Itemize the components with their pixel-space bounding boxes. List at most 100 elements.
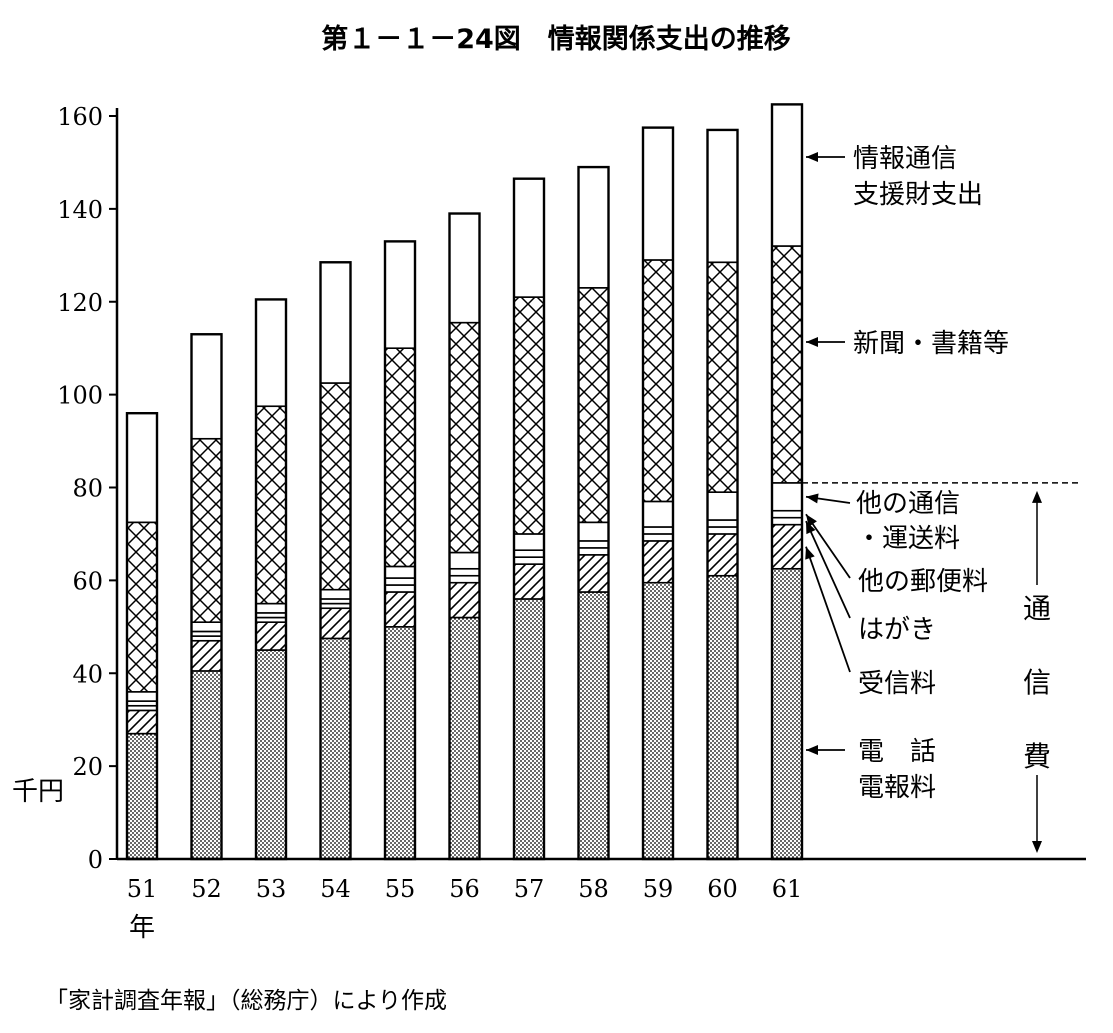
x-tick-label: 54 <box>320 875 351 903</box>
bar-segment-other-transport <box>319 588 352 600</box>
bar-segment-other-transport <box>255 602 287 614</box>
bar-segment-phone <box>126 732 158 860</box>
x-tick-label: 61 <box>772 875 803 903</box>
bar-segment-reception <box>642 540 674 584</box>
x-tick-label: 57 <box>514 875 545 903</box>
bar-segment-reception <box>255 621 287 651</box>
arrow-head <box>805 546 815 560</box>
bar-segment-postal <box>706 519 739 528</box>
label-reception: 受信料 <box>858 669 936 699</box>
y-tick-label: 40 <box>72 660 103 688</box>
bar-segment-news-books <box>190 437 223 623</box>
bar-57 <box>512 177 546 861</box>
bar-segment-phone <box>706 574 739 860</box>
bar-segment-postal <box>513 549 545 558</box>
pointer-postcard <box>805 520 851 619</box>
bar-segment-info-equipment <box>642 126 674 261</box>
bars <box>125 103 804 861</box>
bar-segment-news-books <box>642 259 674 503</box>
bar-segment-other-transport <box>190 621 223 633</box>
arrow-head <box>1032 490 1042 503</box>
label-info-equipment: 支援財支出 <box>853 180 983 210</box>
arrow-head <box>806 493 819 504</box>
arrow-head <box>806 521 816 535</box>
bar-segment-info-equipment <box>255 298 287 408</box>
pointer-postal <box>805 513 851 579</box>
label-communication-expense: 信 <box>1023 666 1051 699</box>
bar-segment-reception <box>448 581 481 619</box>
bar-segment-reception <box>384 591 416 628</box>
bar-segment-other-transport <box>577 521 610 542</box>
bar-segment-phone <box>577 591 610 860</box>
arrow-head <box>806 337 818 347</box>
bar-segment-info-equipment <box>577 166 610 289</box>
bar-51 <box>125 412 159 861</box>
bar-segment-news-books <box>126 521 158 693</box>
x-tick-label: 51 <box>127 875 158 903</box>
bar-segment-news-books <box>384 347 416 568</box>
bar-segment-postal <box>642 526 674 535</box>
chart-title: 第１－１－24図 情報関係支出の推移 <box>321 23 791 55</box>
bar-61 <box>770 103 804 861</box>
y-tick-label: 160 <box>57 103 103 131</box>
bar-52 <box>190 333 223 861</box>
label-news-books: 新聞・書籍等 <box>853 329 1009 359</box>
bar-segment-news-books <box>448 321 481 554</box>
bar-53 <box>254 298 288 861</box>
bar-56 <box>448 212 481 861</box>
bar-segment-other-transport <box>706 491 739 521</box>
bar-segment-postal <box>384 577 416 586</box>
bar-segment-reception <box>706 533 739 577</box>
bar-55 <box>383 240 417 861</box>
bar-segment-info-equipment <box>190 333 223 440</box>
label-other-transport: 他の通信 <box>856 489 960 519</box>
bar-segment-news-books <box>706 261 739 493</box>
bar-segment-phone <box>642 581 674 860</box>
bar-segment-phone <box>513 598 545 860</box>
bar-segment-phone <box>771 567 803 860</box>
bar-segment-other-transport <box>513 533 545 551</box>
bar-segment-phone <box>190 670 223 860</box>
x-tick-label: 55 <box>385 875 416 903</box>
source-note: 「家計調査年報」（総務庁）により作成 <box>45 988 447 1014</box>
bar-segment-reception <box>577 554 610 593</box>
bar-segment-postcard <box>577 547 610 556</box>
bar-54 <box>319 261 352 861</box>
bar-segment-phone <box>319 637 352 860</box>
bar-segment-postal <box>577 540 610 549</box>
bar-segment-reception <box>319 607 352 640</box>
bar-segment-news-books <box>255 405 287 605</box>
label-postcard: はがき <box>858 615 936 645</box>
label-other-transport: ・運送料 <box>856 524 960 554</box>
bar-segment-phone <box>255 649 287 860</box>
x-tick-label: 59 <box>643 875 674 903</box>
bar-segment-postal <box>448 567 481 577</box>
y-axis: 0 20 40 60 80 100 120 140 160 <box>57 103 119 874</box>
bar-segment-reception <box>126 709 158 735</box>
bar-segment-info-equipment <box>448 212 481 324</box>
bar-segment-other-transport <box>126 691 158 702</box>
y-tick-label: 60 <box>72 567 103 595</box>
bar-segment-info-equipment <box>319 261 352 384</box>
arrow-head <box>1032 841 1042 853</box>
arrow-head <box>806 152 818 162</box>
pointer-reception <box>805 546 851 673</box>
bar-segment-postcard <box>771 516 803 526</box>
bar-59 <box>641 126 675 861</box>
y-tick-label: 0 <box>88 846 103 874</box>
label-phone: 電 話 <box>858 737 936 767</box>
bar-segment-phone <box>384 626 416 860</box>
label-phone: 電報料 <box>858 773 936 803</box>
bar-segment-phone <box>448 616 481 860</box>
label-info-equipment: 情報通信 <box>853 144 957 174</box>
bar-segment-info-equipment <box>384 240 416 349</box>
bar-segment-info-equipment <box>771 103 803 247</box>
bar-segment-postcard <box>706 526 739 535</box>
bar-segment-info-equipment <box>126 412 158 524</box>
x-tick-label: 58 <box>578 875 609 903</box>
x-axis: 51 52 53 54 55 56 57 58 59 60 61 年 <box>117 857 1086 943</box>
bar-60 <box>706 128 739 861</box>
y-tick-label: 80 <box>72 475 103 503</box>
bar-segment-postal <box>771 509 803 519</box>
